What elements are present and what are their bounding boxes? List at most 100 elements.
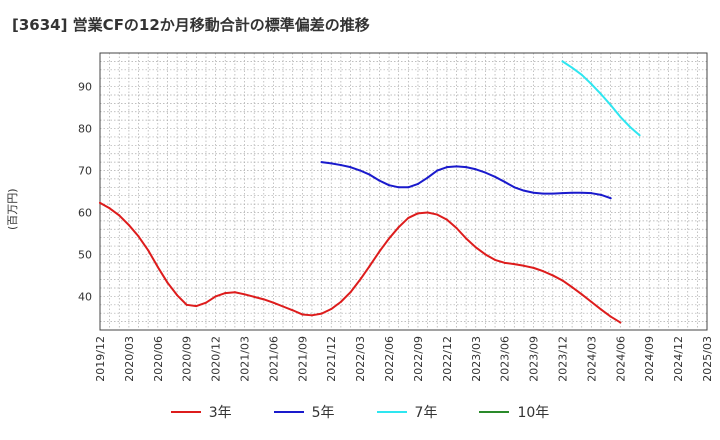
- data-point: [474, 168, 477, 171]
- data-point: [320, 312, 323, 315]
- data-point: [465, 166, 468, 169]
- data-point: [532, 191, 535, 194]
- data-point: [561, 279, 564, 282]
- data-point: [571, 66, 574, 69]
- data-point: [590, 83, 593, 86]
- legend-item: 7年: [376, 402, 438, 422]
- data-point: [137, 235, 140, 238]
- legend-item: 3年: [170, 402, 232, 422]
- data-point: [397, 226, 400, 229]
- data-point: [108, 207, 111, 210]
- data-point: [176, 294, 179, 297]
- data-point: [619, 115, 622, 118]
- x-tick-label: 2022/09: [412, 336, 425, 382]
- data-point: [503, 261, 506, 264]
- x-tick-label: 2025/03: [701, 336, 714, 382]
- data-point: [368, 173, 371, 176]
- data-point: [580, 293, 583, 296]
- x-tick-label: 2020/09: [181, 336, 194, 382]
- legend-swatch: [273, 411, 304, 413]
- data-point: [436, 213, 439, 216]
- x-tick-label: 2022/12: [441, 336, 454, 382]
- data-point: [262, 298, 265, 301]
- data-point: [609, 104, 612, 107]
- data-point: [388, 184, 391, 187]
- data-point: [310, 314, 313, 317]
- x-tick-label: 2021/06: [267, 336, 280, 382]
- data-point: [590, 192, 593, 195]
- data-point: [522, 189, 525, 192]
- data-point: [571, 286, 574, 289]
- data-point: [600, 193, 603, 196]
- data-point: [532, 266, 535, 269]
- y-tick-label: 60: [78, 206, 92, 219]
- data-point: [426, 211, 429, 214]
- x-tick-label: 2024/03: [585, 336, 598, 382]
- data-point: [436, 169, 439, 172]
- data-point: [416, 212, 419, 215]
- plot-border: [99, 52, 708, 331]
- data-point: [455, 165, 458, 168]
- data-point: [465, 237, 468, 240]
- data-point: [243, 293, 246, 296]
- legend-label: 3年: [208, 405, 232, 421]
- legend-swatch: [170, 411, 201, 413]
- data-point: [571, 191, 574, 194]
- data-point: [609, 315, 612, 318]
- data-point: [99, 201, 101, 204]
- data-point: [580, 191, 583, 194]
- data-point: [542, 192, 545, 195]
- data-point: [484, 253, 487, 256]
- data-point: [214, 295, 217, 298]
- data-point: [330, 308, 333, 311]
- data-point: [416, 182, 419, 185]
- data-point: [513, 186, 516, 189]
- data-point: [349, 166, 352, 169]
- data-point: [407, 186, 410, 189]
- data-point: [628, 125, 631, 128]
- data-point: [513, 263, 516, 266]
- legend-item: 5年: [273, 402, 335, 422]
- data-point: [330, 162, 333, 165]
- data-point: [282, 305, 285, 308]
- data-point: [349, 291, 352, 294]
- y-tick-label: 50: [78, 248, 92, 261]
- x-tick-label: 2019/12: [94, 336, 107, 382]
- x-tick-label: 2023/12: [556, 336, 569, 382]
- x-tick-label: 2022/06: [383, 336, 396, 382]
- x-tick-label: 2024/09: [643, 336, 656, 382]
- y-tick-label: 80: [78, 123, 92, 136]
- data-point: [272, 301, 275, 304]
- data-point: [368, 264, 371, 267]
- data-point: [445, 166, 448, 169]
- legend-label: 7年: [414, 405, 438, 421]
- chart-legend: 3年 5年 7年 10年: [0, 402, 720, 422]
- x-tick-label: 2024/12: [672, 336, 685, 382]
- data-point: [590, 300, 593, 303]
- data-point: [561, 60, 564, 63]
- data-point: [156, 266, 159, 269]
- y-tick-label: 70: [78, 165, 92, 178]
- data-point: [320, 161, 323, 164]
- x-tick-label: 2020/06: [152, 336, 165, 382]
- x-tick-label: 2023/09: [528, 336, 541, 382]
- data-point: [291, 309, 294, 312]
- data-point: [580, 73, 583, 76]
- data-point: [609, 197, 612, 200]
- data-point: [407, 216, 410, 219]
- data-point: [233, 291, 236, 294]
- data-point: [397, 186, 400, 189]
- x-tick-label: 2020/03: [123, 336, 136, 382]
- data-point: [166, 281, 169, 284]
- legend-swatch: [376, 411, 407, 413]
- data-point: [455, 227, 458, 230]
- data-point: [359, 169, 362, 172]
- data-point: [600, 308, 603, 311]
- data-point: [600, 93, 603, 96]
- x-tick-label: 2021/12: [325, 336, 338, 382]
- x-tick-label: 2023/06: [499, 336, 512, 382]
- data-point: [542, 270, 545, 273]
- y-tick-label: 90: [78, 81, 92, 94]
- data-point: [378, 179, 381, 182]
